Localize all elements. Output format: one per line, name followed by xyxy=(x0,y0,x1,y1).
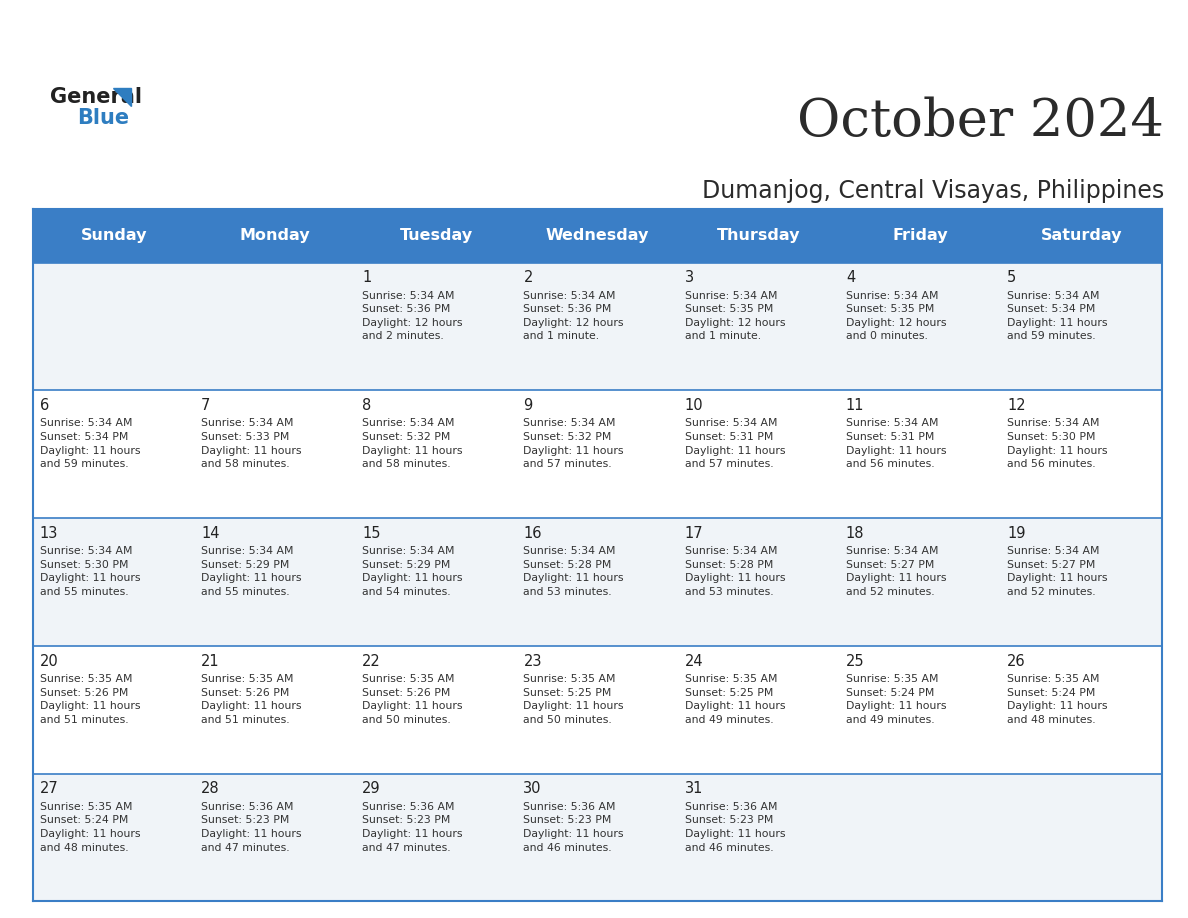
Text: Monday: Monday xyxy=(240,229,310,243)
Text: Sunrise: 5:34 AM
Sunset: 5:35 PM
Daylight: 12 hours
and 1 minute.: Sunrise: 5:34 AM Sunset: 5:35 PM Dayligh… xyxy=(684,291,785,341)
Text: 23: 23 xyxy=(524,654,542,668)
Text: 28: 28 xyxy=(201,781,220,796)
Bar xyxy=(840,209,1000,263)
Text: Dumanjog, Central Visayas, Philippines: Dumanjog, Central Visayas, Philippines xyxy=(702,179,1164,203)
Text: 8: 8 xyxy=(362,398,372,413)
Text: 2: 2 xyxy=(524,270,532,285)
Text: 3: 3 xyxy=(684,270,694,285)
Text: Sunrise: 5:34 AM
Sunset: 5:36 PM
Daylight: 12 hours
and 1 minute.: Sunrise: 5:34 AM Sunset: 5:36 PM Dayligh… xyxy=(524,291,624,341)
Text: Sunrise: 5:35 AM
Sunset: 5:26 PM
Daylight: 11 hours
and 51 minutes.: Sunrise: 5:35 AM Sunset: 5:26 PM Dayligh… xyxy=(201,674,302,725)
Bar xyxy=(355,209,517,263)
Text: Tuesday: Tuesday xyxy=(400,229,473,243)
Bar xyxy=(33,209,195,263)
Text: 30: 30 xyxy=(524,781,542,796)
Text: Sunrise: 5:36 AM
Sunset: 5:23 PM
Daylight: 11 hours
and 47 minutes.: Sunrise: 5:36 AM Sunset: 5:23 PM Dayligh… xyxy=(201,801,302,853)
Text: Sunrise: 5:34 AM
Sunset: 5:29 PM
Daylight: 11 hours
and 55 minutes.: Sunrise: 5:34 AM Sunset: 5:29 PM Dayligh… xyxy=(201,546,302,597)
Text: Sunrise: 5:35 AM
Sunset: 5:24 PM
Daylight: 11 hours
and 49 minutes.: Sunrise: 5:35 AM Sunset: 5:24 PM Dayligh… xyxy=(846,674,947,725)
Text: Sunrise: 5:35 AM
Sunset: 5:24 PM
Daylight: 11 hours
and 48 minutes.: Sunrise: 5:35 AM Sunset: 5:24 PM Dayligh… xyxy=(1007,674,1107,725)
Text: 1: 1 xyxy=(362,270,372,285)
Text: Saturday: Saturday xyxy=(1041,229,1121,243)
Text: 16: 16 xyxy=(524,526,542,541)
Text: Sunrise: 5:34 AM
Sunset: 5:30 PM
Daylight: 11 hours
and 56 minutes.: Sunrise: 5:34 AM Sunset: 5:30 PM Dayligh… xyxy=(1007,419,1107,469)
Text: 21: 21 xyxy=(201,654,220,668)
Text: Sunrise: 5:34 AM
Sunset: 5:32 PM
Daylight: 11 hours
and 58 minutes.: Sunrise: 5:34 AM Sunset: 5:32 PM Dayligh… xyxy=(362,419,462,469)
Bar xyxy=(195,209,355,263)
Text: 12: 12 xyxy=(1007,398,1025,413)
Text: 18: 18 xyxy=(846,526,865,541)
Bar xyxy=(1000,209,1162,263)
Text: Sunrise: 5:34 AM
Sunset: 5:29 PM
Daylight: 11 hours
and 54 minutes.: Sunrise: 5:34 AM Sunset: 5:29 PM Dayligh… xyxy=(362,546,462,597)
Text: Wednesday: Wednesday xyxy=(545,229,650,243)
Text: Sunrise: 5:35 AM
Sunset: 5:26 PM
Daylight: 11 hours
and 51 minutes.: Sunrise: 5:35 AM Sunset: 5:26 PM Dayligh… xyxy=(39,674,140,725)
Text: Sunrise: 5:34 AM
Sunset: 5:34 PM
Daylight: 11 hours
and 59 minutes.: Sunrise: 5:34 AM Sunset: 5:34 PM Dayligh… xyxy=(39,419,140,469)
Text: 7: 7 xyxy=(201,398,210,413)
Text: October 2024: October 2024 xyxy=(797,96,1164,148)
Text: 15: 15 xyxy=(362,526,380,541)
Text: 13: 13 xyxy=(39,526,58,541)
Polygon shape xyxy=(113,88,131,106)
Text: 31: 31 xyxy=(684,781,703,796)
Bar xyxy=(33,263,1162,390)
Bar xyxy=(33,518,1162,646)
Text: 25: 25 xyxy=(846,654,865,668)
Bar xyxy=(33,646,1162,774)
Bar xyxy=(33,774,1162,901)
Text: 5: 5 xyxy=(1007,270,1017,285)
Text: General: General xyxy=(50,87,141,107)
Text: Sunrise: 5:34 AM
Sunset: 5:31 PM
Daylight: 11 hours
and 56 minutes.: Sunrise: 5:34 AM Sunset: 5:31 PM Dayligh… xyxy=(846,419,947,469)
Text: 20: 20 xyxy=(39,654,58,668)
Text: 19: 19 xyxy=(1007,526,1025,541)
Text: 4: 4 xyxy=(846,270,855,285)
Text: 22: 22 xyxy=(362,654,381,668)
Text: 6: 6 xyxy=(39,398,49,413)
Text: Sunrise: 5:36 AM
Sunset: 5:23 PM
Daylight: 11 hours
and 47 minutes.: Sunrise: 5:36 AM Sunset: 5:23 PM Dayligh… xyxy=(362,801,462,853)
Text: Sunrise: 5:35 AM
Sunset: 5:25 PM
Daylight: 11 hours
and 50 minutes.: Sunrise: 5:35 AM Sunset: 5:25 PM Dayligh… xyxy=(524,674,624,725)
Text: Sunrise: 5:34 AM
Sunset: 5:31 PM
Daylight: 11 hours
and 57 minutes.: Sunrise: 5:34 AM Sunset: 5:31 PM Dayligh… xyxy=(684,419,785,469)
Text: 29: 29 xyxy=(362,781,381,796)
Text: Sunrise: 5:36 AM
Sunset: 5:23 PM
Daylight: 11 hours
and 46 minutes.: Sunrise: 5:36 AM Sunset: 5:23 PM Dayligh… xyxy=(684,801,785,853)
Text: 14: 14 xyxy=(201,526,220,541)
Text: 26: 26 xyxy=(1007,654,1025,668)
Text: 24: 24 xyxy=(684,654,703,668)
Bar xyxy=(678,209,840,263)
Text: Sunrise: 5:34 AM
Sunset: 5:36 PM
Daylight: 12 hours
and 2 minutes.: Sunrise: 5:34 AM Sunset: 5:36 PM Dayligh… xyxy=(362,291,462,341)
Text: Blue: Blue xyxy=(77,108,129,129)
Text: Sunrise: 5:34 AM
Sunset: 5:27 PM
Daylight: 11 hours
and 52 minutes.: Sunrise: 5:34 AM Sunset: 5:27 PM Dayligh… xyxy=(846,546,947,597)
Text: 17: 17 xyxy=(684,526,703,541)
Text: Sunrise: 5:34 AM
Sunset: 5:35 PM
Daylight: 12 hours
and 0 minutes.: Sunrise: 5:34 AM Sunset: 5:35 PM Dayligh… xyxy=(846,291,947,341)
Text: Sunrise: 5:35 AM
Sunset: 5:24 PM
Daylight: 11 hours
and 48 minutes.: Sunrise: 5:35 AM Sunset: 5:24 PM Dayligh… xyxy=(39,801,140,853)
Text: 11: 11 xyxy=(846,398,865,413)
Text: 9: 9 xyxy=(524,398,532,413)
Text: Sunrise: 5:36 AM
Sunset: 5:23 PM
Daylight: 11 hours
and 46 minutes.: Sunrise: 5:36 AM Sunset: 5:23 PM Dayligh… xyxy=(524,801,624,853)
Text: Sunrise: 5:34 AM
Sunset: 5:32 PM
Daylight: 11 hours
and 57 minutes.: Sunrise: 5:34 AM Sunset: 5:32 PM Dayligh… xyxy=(524,419,624,469)
Bar xyxy=(33,390,1162,518)
Text: Sunrise: 5:35 AM
Sunset: 5:25 PM
Daylight: 11 hours
and 49 minutes.: Sunrise: 5:35 AM Sunset: 5:25 PM Dayligh… xyxy=(684,674,785,725)
Text: Sunrise: 5:35 AM
Sunset: 5:26 PM
Daylight: 11 hours
and 50 minutes.: Sunrise: 5:35 AM Sunset: 5:26 PM Dayligh… xyxy=(362,674,462,725)
Text: Sunrise: 5:34 AM
Sunset: 5:28 PM
Daylight: 11 hours
and 53 minutes.: Sunrise: 5:34 AM Sunset: 5:28 PM Dayligh… xyxy=(524,546,624,597)
Text: Thursday: Thursday xyxy=(718,229,801,243)
Text: Sunrise: 5:34 AM
Sunset: 5:30 PM
Daylight: 11 hours
and 55 minutes.: Sunrise: 5:34 AM Sunset: 5:30 PM Dayligh… xyxy=(39,546,140,597)
Bar xyxy=(517,209,678,263)
Text: 27: 27 xyxy=(39,781,58,796)
Text: Sunrise: 5:34 AM
Sunset: 5:33 PM
Daylight: 11 hours
and 58 minutes.: Sunrise: 5:34 AM Sunset: 5:33 PM Dayligh… xyxy=(201,419,302,469)
Text: Sunrise: 5:34 AM
Sunset: 5:27 PM
Daylight: 11 hours
and 52 minutes.: Sunrise: 5:34 AM Sunset: 5:27 PM Dayligh… xyxy=(1007,546,1107,597)
Text: Sunrise: 5:34 AM
Sunset: 5:34 PM
Daylight: 11 hours
and 59 minutes.: Sunrise: 5:34 AM Sunset: 5:34 PM Dayligh… xyxy=(1007,291,1107,341)
Text: 10: 10 xyxy=(684,398,703,413)
Text: Sunrise: 5:34 AM
Sunset: 5:28 PM
Daylight: 11 hours
and 53 minutes.: Sunrise: 5:34 AM Sunset: 5:28 PM Dayligh… xyxy=(684,546,785,597)
Text: Friday: Friday xyxy=(892,229,948,243)
Text: Sunday: Sunday xyxy=(81,229,147,243)
